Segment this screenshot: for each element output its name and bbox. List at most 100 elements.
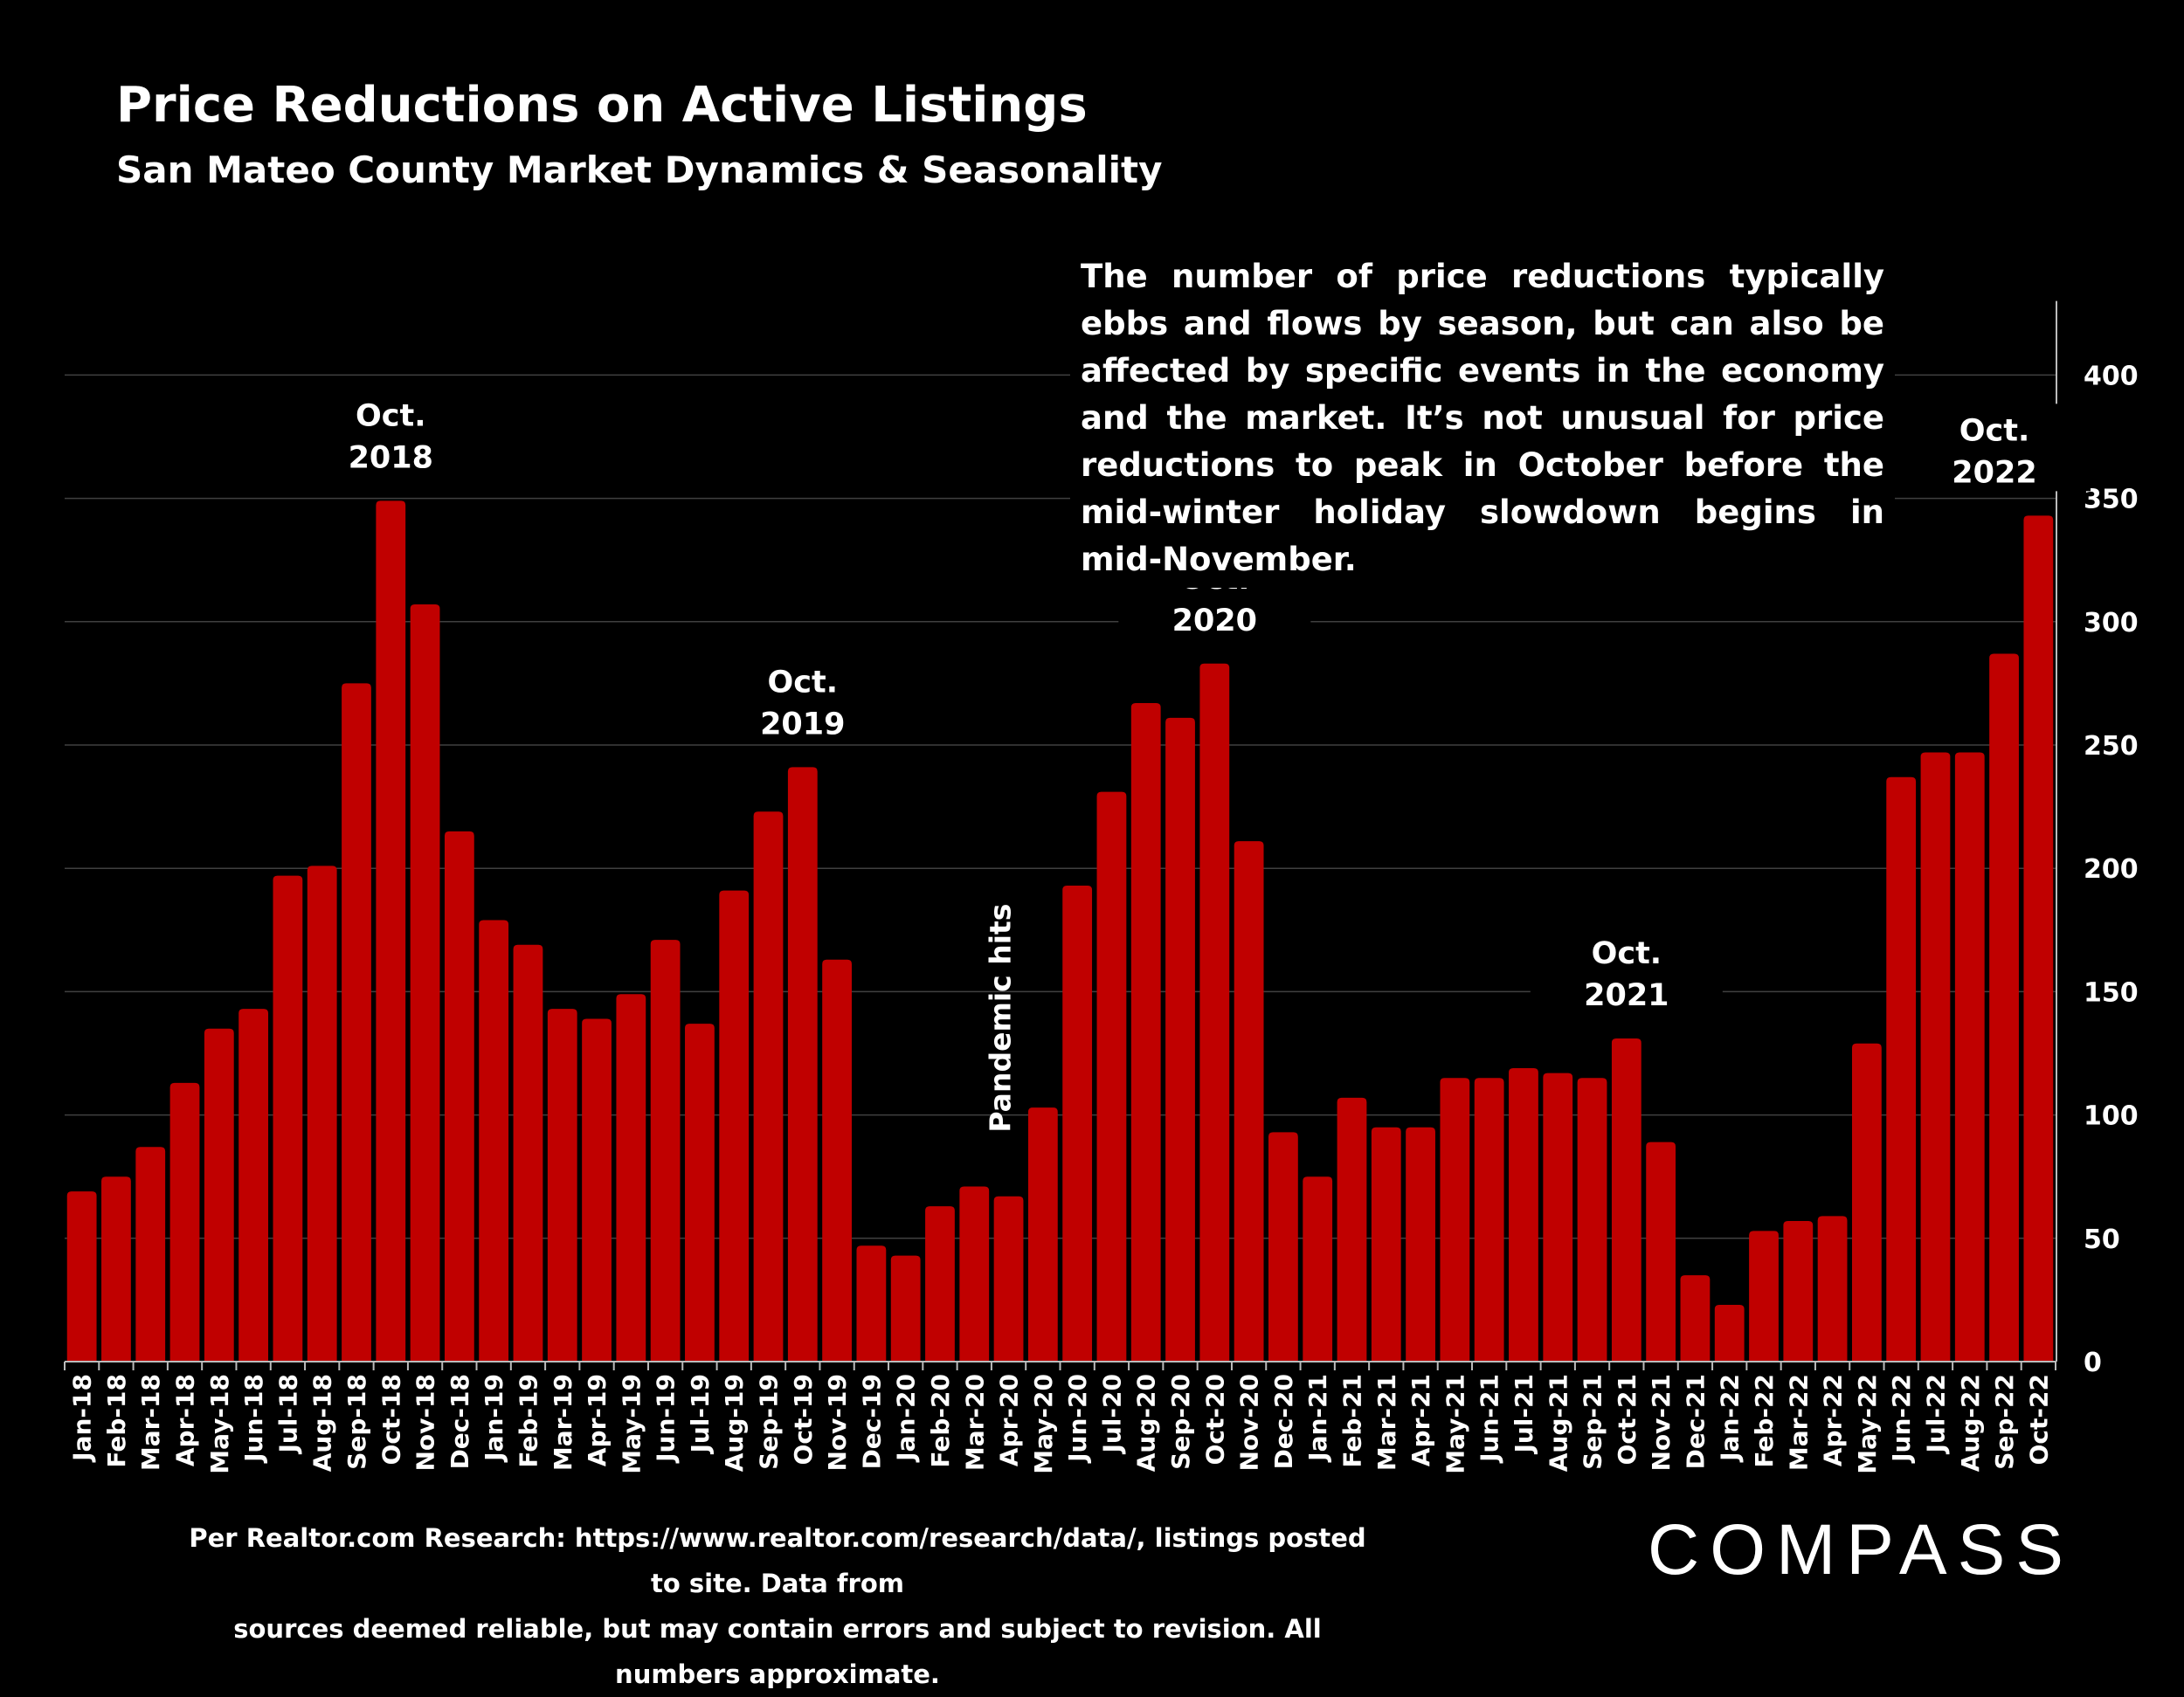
bar-jan-19	[479, 920, 509, 1362]
x-tick-label: Mar-22	[1784, 1374, 1813, 1471]
bar-jul-19	[685, 1024, 715, 1362]
bar-oct-21	[1611, 1038, 1641, 1362]
x-tick-label: Jan-20	[892, 1374, 921, 1463]
annotation-oct-18: Oct.	[356, 398, 426, 433]
bar-aug-19	[719, 890, 750, 1362]
bar-aug-18	[307, 866, 337, 1362]
bar-may-21	[1440, 1078, 1470, 1362]
bar-sep-22	[1989, 653, 2019, 1362]
bar-may-18	[204, 1028, 234, 1362]
bar-jun-21	[1474, 1078, 1504, 1362]
bar-dec-20	[1268, 1132, 1298, 1362]
y-tick-label: 100	[2084, 1101, 2139, 1132]
bar-oct-22	[2023, 515, 2054, 1362]
x-tick-label: Jul-21	[1510, 1374, 1538, 1455]
chart-subtitle: San Mateo County Market Dynamics & Seaso…	[116, 148, 1163, 191]
x-tick-label: Jun-20	[1063, 1374, 1092, 1464]
bar-sep-19	[753, 811, 784, 1362]
x-tick-label: Jan-19	[480, 1374, 508, 1463]
y-tick-label: 200	[2084, 854, 2139, 885]
bar-nov-20	[1234, 841, 1264, 1362]
bar-jun-18	[238, 1009, 269, 1362]
chart-title: Price Reductions on Active Listings	[116, 77, 1088, 134]
bar-apr-19	[582, 1018, 612, 1362]
bar-dec-19	[856, 1245, 887, 1362]
x-tick-label: Feb-19	[514, 1374, 543, 1468]
bar-oct-20	[1199, 663, 1230, 1362]
bar-jan-21	[1303, 1176, 1333, 1362]
source-footnote: Per Realtor.com Research: https://www.re…	[175, 1515, 1380, 1697]
annotation-oct-21: Oct.	[1592, 936, 1662, 971]
footnote-line-2: sources deemed reliable, but may contain…	[233, 1614, 1322, 1689]
x-tick-label: Jul-18	[273, 1374, 302, 1455]
x-tick-label: Feb-20	[926, 1374, 955, 1468]
bar-sep-21	[1577, 1078, 1607, 1362]
bar-mar-22	[1783, 1221, 1814, 1362]
x-tick-label: Aug-20	[1132, 1374, 1161, 1472]
compass-logo: COMPASS	[1625, 1510, 2097, 1590]
x-tick-label: Jun-22	[1887, 1374, 1916, 1464]
annotation-oct-19: 2019	[760, 707, 845, 742]
annotation-bg	[294, 389, 487, 477]
bar-feb-20	[925, 1206, 955, 1362]
bar-mar-21	[1371, 1127, 1401, 1362]
x-tick-label: Apr-19	[583, 1374, 612, 1466]
x-tick-label: May-21	[1441, 1374, 1469, 1474]
annotation-oct-21: 2021	[1584, 978, 1669, 1013]
x-tick-label: Apr-20	[995, 1374, 1024, 1466]
x-tick-label: Sep-20	[1166, 1374, 1195, 1470]
bar-sep-20	[1165, 717, 1195, 1362]
x-tick-label: Jun-19	[652, 1374, 681, 1464]
x-tick-label: Nov-18	[411, 1374, 440, 1472]
bar-jun-22	[1886, 776, 1917, 1362]
bar-jul-22	[1920, 752, 1951, 1362]
x-tick-label: Jul-19	[686, 1374, 715, 1455]
bar-jun-19	[650, 940, 681, 1362]
annotation-pandemic: Pandemic hits	[984, 904, 1018, 1133]
x-tick-label: Dec-21	[1681, 1374, 1710, 1469]
bar-feb-22	[1749, 1231, 1779, 1362]
annotation-bg	[1898, 404, 2091, 492]
x-tick-label: Mar-19	[549, 1374, 577, 1471]
callout-text: The number of price reductions typically…	[1070, 249, 1895, 588]
bar-apr-22	[1817, 1216, 1848, 1362]
x-tick-label: Aug-22	[1956, 1374, 1985, 1472]
x-tick-label: Nov-20	[1235, 1374, 1264, 1472]
x-tick-label: Aug-18	[308, 1374, 337, 1472]
annotation-oct-18: 2018	[349, 440, 433, 475]
x-tick-label: Sep-22	[1990, 1374, 2019, 1470]
x-tick-label: Aug-19	[720, 1374, 749, 1472]
x-tick-label: Feb-18	[102, 1374, 131, 1468]
bar-feb-19	[513, 944, 543, 1362]
bar-dec-18	[444, 831, 474, 1362]
bar-mar-19	[547, 1009, 577, 1362]
x-tick-label: May-22	[1853, 1374, 1882, 1474]
x-tick-label: Sep-21	[1579, 1374, 1607, 1470]
x-tick-label: Dec-18	[446, 1374, 474, 1469]
bar-jan-20	[890, 1255, 921, 1362]
bar-nov-19	[822, 959, 852, 1362]
x-tick-label: May-20	[1029, 1374, 1058, 1474]
y-tick-label: 400	[2084, 361, 2139, 391]
x-tick-label: Aug-21	[1544, 1374, 1572, 1472]
bar-jan-18	[66, 1191, 97, 1362]
bar-jul-20	[1096, 791, 1127, 1362]
x-tick-label: Jan-21	[1303, 1374, 1332, 1463]
bar-sep-18	[342, 683, 371, 1362]
x-tick-label: Jan-22	[1716, 1374, 1745, 1463]
annotation-oct-22: Oct.	[1959, 413, 2030, 448]
x-tick-label: Nov-19	[823, 1374, 852, 1472]
bar-aug-22	[1954, 752, 1985, 1362]
x-tick-label: Oct-19	[789, 1374, 818, 1465]
bar-apr-20	[993, 1196, 1024, 1362]
bar-may-22	[1851, 1043, 1882, 1362]
x-tick-label: Sep-18	[342, 1374, 371, 1470]
x-tick-label: Sep-19	[755, 1374, 784, 1470]
bar-may-20	[1027, 1107, 1058, 1362]
bar-jun-20	[1062, 885, 1093, 1362]
x-tick-label: Dec-20	[1269, 1374, 1298, 1469]
x-tick-label: Jul-22	[1921, 1374, 1950, 1455]
x-tick-label: Apr-21	[1406, 1374, 1435, 1466]
bar-jul-18	[273, 875, 303, 1362]
bar-apr-21	[1406, 1127, 1435, 1362]
